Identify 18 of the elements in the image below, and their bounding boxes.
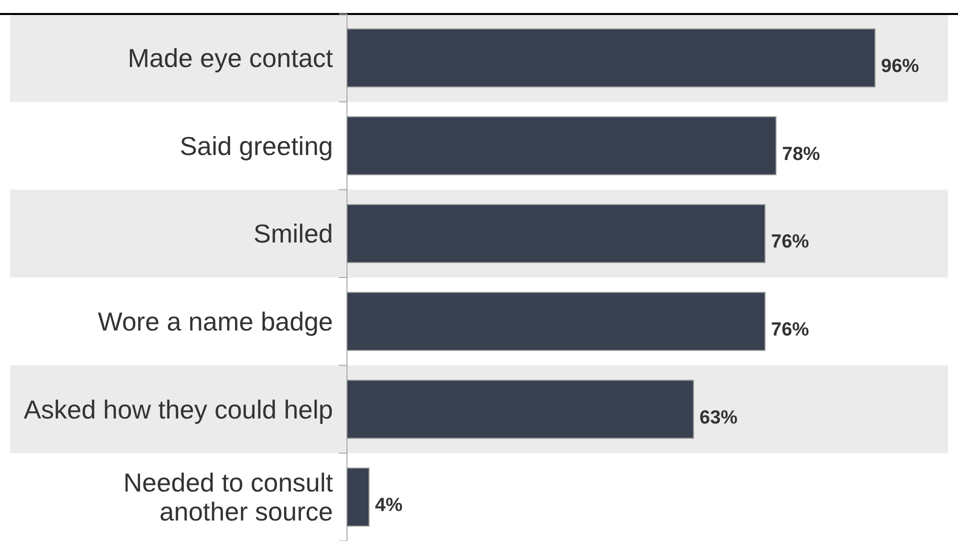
y-tick-label: Asked how they could help — [24, 394, 333, 424]
bar — [346, 468, 370, 527]
data-label: 63% — [700, 407, 738, 428]
y-tick-label: Smiled — [254, 218, 333, 249]
bar — [346, 116, 776, 176]
data-label: 4% — [375, 495, 403, 516]
bar — [346, 292, 766, 351]
data-label: 78% — [782, 144, 820, 165]
y-tick-label: Made eye contact — [128, 42, 334, 73]
data-label: 96% — [881, 56, 920, 77]
y-tick-label: Needed to consult another source — [123, 468, 334, 527]
data-label: 76% — [771, 232, 810, 253]
bar — [346, 380, 694, 439]
data-label: 76% — [771, 319, 810, 340]
y-tick-label: Said greeting — [180, 130, 333, 161]
bar — [346, 28, 876, 88]
y-tick-label: Wore a name badge — [98, 306, 333, 336]
bar — [346, 204, 766, 264]
